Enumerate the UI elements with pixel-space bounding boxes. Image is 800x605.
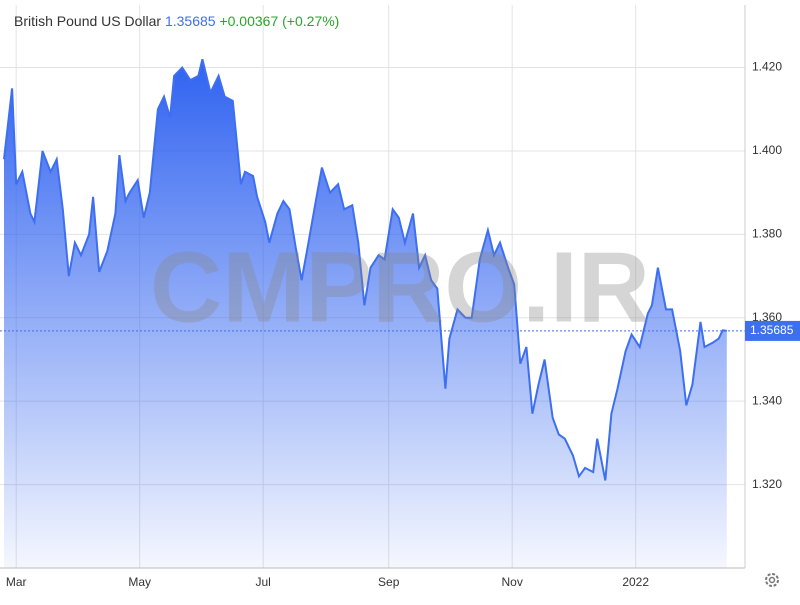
x-tick-label: Mar: [6, 575, 27, 589]
line: [3, 58, 727, 481]
x-tick-label: 2022: [622, 575, 649, 589]
x-tick-label: Jul: [256, 575, 271, 589]
gear[interactable]: [765, 573, 779, 587]
y-tick-label: 1.420: [752, 60, 782, 74]
watermark: CMPRO.IR: [150, 231, 650, 343]
y-tick-label: 1.400: [752, 143, 782, 157]
y-tick-label: 1.320: [752, 477, 782, 491]
settings-icon[interactable]: [765, 573, 779, 587]
change: +0.00367: [219, 13, 278, 29]
y-tick-label: 1.340: [752, 393, 782, 407]
area: [4, 59, 727, 568]
gear-center[interactable]: [768, 576, 776, 584]
title: British Pound US Dollar: [14, 13, 161, 29]
last-price-box: [745, 320, 800, 341]
y-tick-label: 1.380: [752, 227, 782, 241]
last-price-label: 1.35685: [750, 323, 794, 337]
change-pct: (+0.27%): [282, 13, 339, 29]
x-tick-label: Sep: [378, 575, 400, 589]
chart-title: British Pound US Dollar 1.35685 +0.00367…: [14, 13, 339, 29]
x-tick-label: May: [128, 575, 151, 589]
y-tick-label: 1.360: [752, 310, 782, 324]
x-tick-label: Nov: [502, 575, 523, 589]
price: 1.35685: [165, 13, 216, 29]
